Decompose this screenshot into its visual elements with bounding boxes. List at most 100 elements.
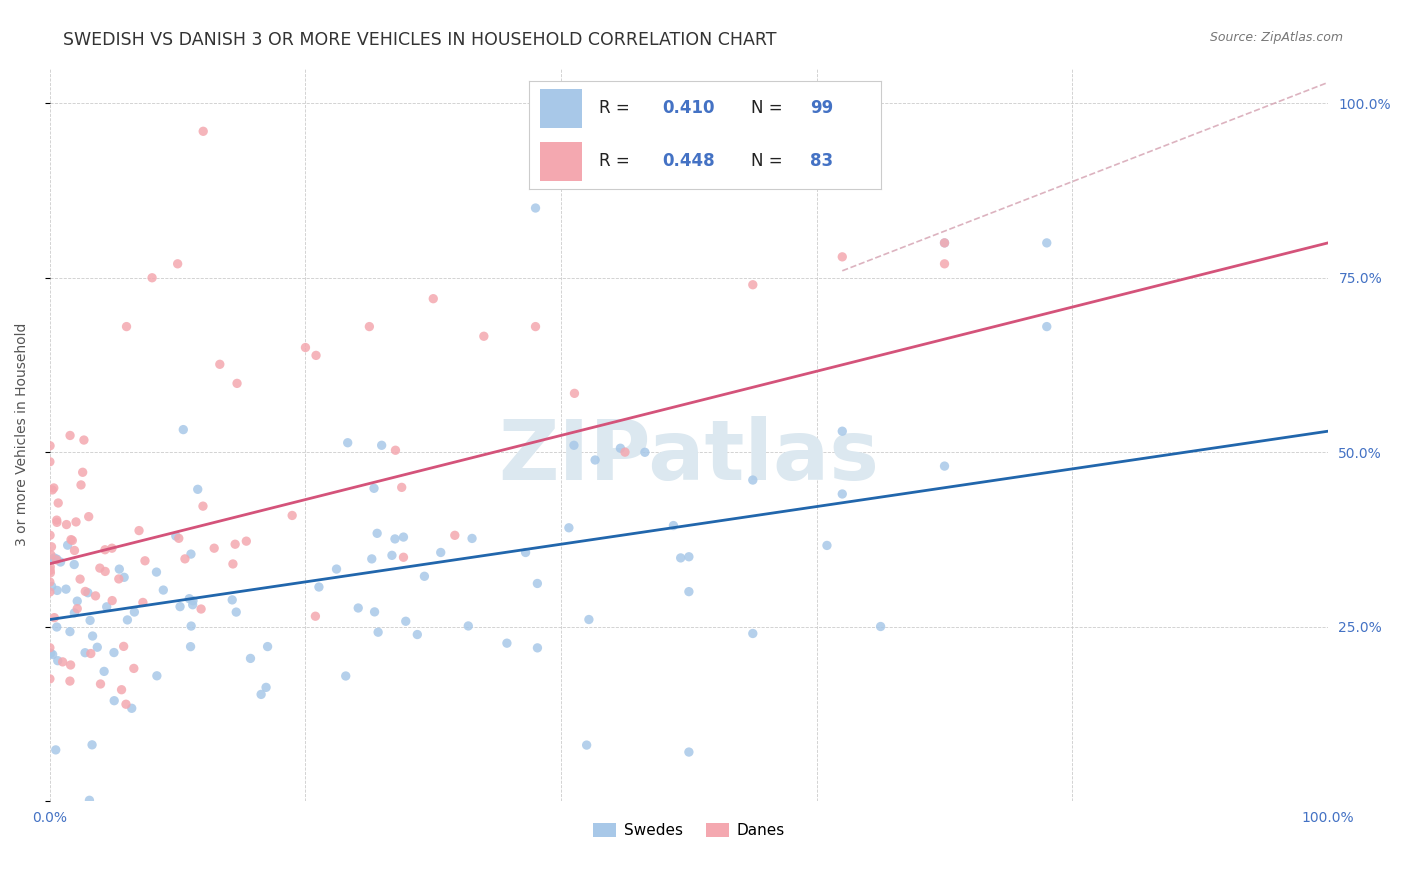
Point	[457, 619, 479, 633]
Point	[75, 584, 97, 599]
Point	[69, 572, 91, 586]
Point	[614, 445, 637, 459]
Point	[180, 640, 202, 654]
Point	[392, 530, 415, 544]
Point	[363, 481, 385, 495]
Point	[77, 509, 100, 524]
Point	[115, 697, 138, 711]
Point	[103, 694, 125, 708]
Point	[190, 602, 212, 616]
Point	[254, 681, 277, 695]
Point	[38, 585, 60, 599]
Point	[107, 572, 129, 586]
Point	[226, 376, 249, 391]
Point	[101, 541, 124, 556]
Point	[395, 614, 418, 628]
Y-axis label: 3 or more Vehicles in Household: 3 or more Vehicles in Household	[15, 323, 30, 547]
Point	[392, 550, 415, 565]
Point	[869, 619, 891, 633]
Text: Source: ZipAtlas.com: Source: ZipAtlas.com	[1209, 31, 1343, 45]
Point	[132, 595, 155, 609]
Point	[59, 428, 82, 442]
Point	[443, 528, 465, 542]
Point	[294, 341, 316, 355]
Point	[1036, 319, 1059, 334]
Point	[359, 319, 381, 334]
Point	[934, 235, 956, 250]
Point	[363, 605, 385, 619]
Point	[45, 513, 67, 527]
Point	[76, 585, 98, 599]
Point	[181, 598, 204, 612]
Point	[831, 250, 853, 264]
Point	[59, 624, 82, 639]
Point	[41, 648, 63, 662]
Point	[224, 537, 246, 551]
Point	[39, 439, 62, 453]
Point	[335, 669, 357, 683]
Point	[367, 625, 389, 640]
Point	[70, 478, 93, 492]
Point	[80, 738, 103, 752]
Point	[191, 499, 214, 513]
Point	[336, 435, 359, 450]
Point	[370, 438, 392, 452]
Point	[235, 534, 257, 549]
Point	[72, 465, 94, 479]
Point	[221, 593, 243, 607]
Point	[384, 443, 406, 458]
Point	[179, 591, 201, 606]
Point	[250, 687, 273, 701]
Point	[678, 584, 700, 599]
Point	[56, 538, 79, 552]
Point	[391, 480, 413, 494]
Point	[41, 483, 63, 497]
Point	[662, 518, 685, 533]
Point	[609, 442, 631, 456]
Point	[103, 646, 125, 660]
Point	[66, 601, 89, 615]
Point	[256, 640, 278, 654]
Point	[575, 738, 598, 752]
Point	[60, 533, 83, 547]
Point	[515, 545, 537, 559]
Point	[741, 473, 763, 487]
Point	[381, 549, 404, 563]
Point	[39, 646, 62, 660]
Point	[45, 743, 67, 757]
Point	[193, 124, 215, 138]
Point	[145, 565, 167, 579]
Point	[461, 532, 484, 546]
Point	[65, 515, 87, 529]
Text: ZIPatlas: ZIPatlas	[498, 417, 879, 497]
Point	[41, 579, 63, 593]
Point	[49, 555, 72, 569]
Point	[115, 319, 138, 334]
Point	[45, 552, 67, 566]
Point	[208, 357, 231, 371]
Point	[815, 538, 838, 552]
Point	[39, 563, 62, 577]
Point	[94, 565, 117, 579]
Point	[63, 543, 86, 558]
Point	[1036, 235, 1059, 250]
Point	[60, 533, 83, 548]
Point	[413, 569, 436, 583]
Point	[39, 559, 62, 574]
Point	[366, 526, 388, 541]
Point	[42, 481, 65, 495]
Point	[741, 277, 763, 292]
Point	[108, 562, 131, 576]
Point	[524, 319, 547, 334]
Point	[110, 682, 132, 697]
Point	[831, 487, 853, 501]
Point	[66, 594, 89, 608]
Point	[46, 583, 69, 598]
Point	[472, 329, 495, 343]
Point	[101, 593, 124, 607]
Point	[146, 669, 169, 683]
Point	[526, 576, 548, 591]
Point	[63, 558, 86, 572]
Point	[44, 550, 66, 565]
Point	[169, 599, 191, 614]
